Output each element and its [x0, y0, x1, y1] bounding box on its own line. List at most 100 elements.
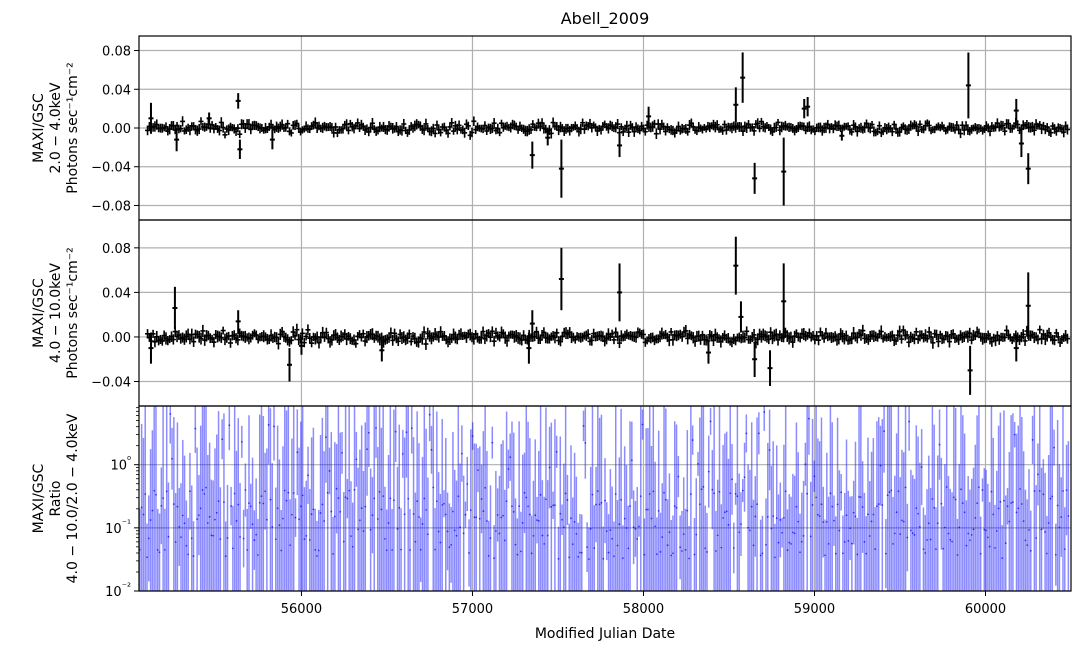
ratio-point	[312, 508, 315, 511]
ratio-point	[743, 476, 746, 479]
ratio-point	[876, 505, 878, 508]
ratio-point	[918, 525, 921, 528]
ratio-point	[686, 509, 689, 512]
ratio-point	[215, 511, 218, 514]
ratio-point	[591, 493, 594, 496]
ratio-point	[704, 547, 707, 550]
ratio-point	[330, 510, 333, 513]
ratio-point	[396, 528, 399, 530]
ratio-point	[484, 486, 487, 489]
ratio-point	[716, 534, 719, 537]
ratio-point	[367, 431, 370, 434]
ratio-point	[181, 514, 184, 517]
ratio-point	[593, 547, 596, 549]
ratio-point	[682, 533, 685, 536]
ratio-point	[260, 495, 263, 498]
ratio-point	[1045, 552, 1048, 555]
ratio-point	[709, 420, 712, 423]
ratio-point	[750, 505, 753, 508]
ratio-point	[843, 541, 846, 543]
ratio-point	[791, 531, 794, 534]
ratio-point	[822, 521, 825, 524]
ratio-point	[559, 512, 562, 515]
ratio-point	[1031, 439, 1034, 441]
ratio-point	[614, 493, 617, 495]
ratio-point	[180, 536, 182, 539]
y-tick-label: 0.00	[102, 331, 131, 346]
ratio-point	[359, 519, 361, 522]
ratio-point	[224, 555, 227, 558]
ratio-point	[428, 413, 431, 416]
ratio-point	[883, 430, 885, 433]
ratio-point	[196, 518, 199, 521]
y-tick-label: 0.00	[102, 122, 131, 137]
ratio-point	[237, 503, 240, 506]
ratio-point	[870, 520, 873, 523]
ratio-point	[571, 543, 574, 546]
ratio-point	[187, 553, 190, 556]
ratio-point	[450, 544, 453, 546]
ratio-point	[516, 553, 519, 556]
ratio-point	[346, 497, 349, 500]
ratio-point	[800, 540, 803, 543]
ratio-point	[435, 500, 438, 503]
ratio-point	[480, 498, 483, 500]
ratio-point	[242, 537, 245, 540]
ratio-point	[439, 541, 442, 544]
ratio-point	[205, 486, 207, 489]
ratio-point	[257, 554, 259, 556]
ratio-point	[441, 504, 444, 506]
ratio-point	[650, 517, 653, 520]
ratio-point	[829, 492, 832, 495]
ratio-point	[963, 511, 966, 514]
ratio-point	[849, 527, 851, 530]
ratio-point	[362, 530, 365, 532]
ratio-point	[611, 537, 614, 540]
ratio-point	[164, 548, 166, 551]
ratio-point	[967, 532, 970, 535]
ratio-point	[1042, 493, 1045, 496]
ratio-point	[723, 511, 726, 514]
x-axis-label: Modified Julian Date	[535, 626, 675, 642]
ratio-point	[1047, 522, 1050, 524]
ratio-point	[425, 508, 427, 511]
ratio-point	[307, 474, 309, 477]
ratio-point	[636, 538, 639, 540]
ratio-point	[398, 506, 401, 509]
ratio-point	[305, 534, 308, 537]
ratio-point	[759, 554, 762, 557]
ratio-point	[323, 520, 326, 522]
ratio-point	[1065, 489, 1068, 492]
panel-3: 10⁻² 10⁻¹ 10⁰ MAXI/GSC Ratio 4.0 − 10.0/2.0 −…	[31, 405, 1072, 617]
ratio-point	[854, 515, 857, 518]
ratio-point	[643, 553, 646, 556]
ratio-point	[867, 513, 869, 516]
ratio-point	[473, 516, 476, 519]
y-tick-label: 10⁻¹	[105, 519, 131, 537]
ratio-point	[446, 530, 449, 533]
ratio-point	[426, 533, 429, 536]
ratio-point	[815, 496, 818, 499]
ratio-point	[462, 532, 465, 535]
ratio-point	[621, 557, 624, 560]
ratio-point	[455, 534, 458, 537]
ratio-point	[741, 489, 744, 492]
ratio-point	[466, 483, 469, 485]
ratio-point	[271, 526, 274, 528]
ratio-point	[1067, 515, 1070, 517]
ratio-point	[641, 423, 644, 426]
ratio-point	[287, 491, 290, 494]
ratio-point	[749, 529, 751, 532]
ratio-point	[850, 542, 853, 545]
ratio-point	[627, 547, 630, 550]
ratio-point	[183, 522, 186, 525]
ratio-point	[906, 536, 909, 539]
ratio-point	[840, 491, 843, 494]
ratio-point	[1011, 501, 1014, 504]
ratio-point	[231, 547, 234, 550]
ratio-point	[525, 496, 528, 499]
ratio-point	[913, 534, 916, 536]
ratio-point	[534, 514, 537, 517]
ratio-point	[332, 553, 334, 555]
